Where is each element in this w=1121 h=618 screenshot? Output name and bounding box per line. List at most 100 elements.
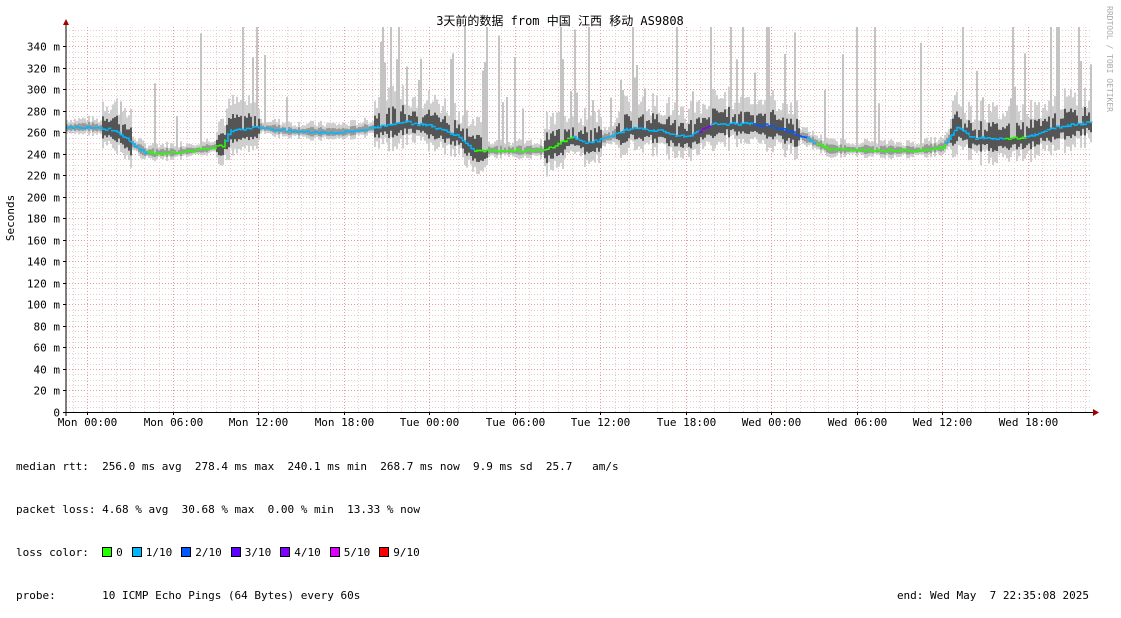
smoke-inner xyxy=(668,117,670,146)
x-tick-label: Wed 00:00 xyxy=(742,416,802,429)
y-tick-label: 80 m xyxy=(34,321,61,334)
rtt-spike xyxy=(754,73,756,125)
rtt-spike xyxy=(1012,27,1014,138)
smoke-inner xyxy=(326,128,328,135)
median-rtt-line xyxy=(357,130,360,131)
smoke-inner xyxy=(552,131,554,158)
smoke-inner xyxy=(650,123,652,135)
rtt-spike xyxy=(794,32,796,133)
median-rtt-line xyxy=(417,124,420,125)
rtt-spike xyxy=(396,59,398,123)
rtt-spike xyxy=(768,27,770,126)
loss-color-item: 9/10 xyxy=(379,546,420,559)
rtt-spike xyxy=(874,27,876,150)
smoke-inner xyxy=(386,114,388,134)
smoke-inner xyxy=(910,147,912,154)
smoke-inner xyxy=(954,115,956,144)
median-rtt-line xyxy=(198,150,201,151)
smoke-inner xyxy=(250,117,252,137)
median-rtt-line xyxy=(387,124,390,125)
smoke-inner xyxy=(104,121,106,136)
median-rtt-line xyxy=(636,128,639,129)
median-rtt-line xyxy=(210,148,213,149)
smoke-inner xyxy=(248,113,250,140)
smoke-inner xyxy=(772,110,774,139)
x-axis-arrow xyxy=(1093,409,1099,416)
rtt-spike xyxy=(506,97,508,151)
smoke-inner xyxy=(758,114,760,134)
smoke-inner xyxy=(652,113,654,143)
loss-color-swatch xyxy=(181,547,191,557)
rtt-spike xyxy=(976,71,978,138)
smoke-inner xyxy=(956,111,958,141)
median-rtt-line xyxy=(654,131,657,132)
smoke-inner xyxy=(814,139,816,145)
rtt-spike xyxy=(962,27,964,131)
median-rtt-line xyxy=(729,123,732,124)
smoke-inner xyxy=(236,115,238,142)
median-rtt-line xyxy=(891,150,894,151)
rtt-spike xyxy=(450,59,452,133)
rtt-spike xyxy=(1078,27,1080,124)
smoke-inner xyxy=(476,135,478,162)
rtt-spike xyxy=(588,27,590,143)
y-tick-label: 160 m xyxy=(27,235,60,248)
smoke-inner xyxy=(260,123,262,130)
smoke-inner xyxy=(80,124,82,131)
smoke-inner xyxy=(414,111,416,133)
median-rtt-line xyxy=(693,133,696,134)
smoke-inner xyxy=(988,123,990,151)
probe-value: 10 ICMP Echo Pings (64 Bytes) every 60s xyxy=(102,589,360,602)
smoke-inner xyxy=(798,128,800,140)
smoke-inner xyxy=(124,124,126,148)
median-rtt-line xyxy=(531,151,534,152)
rtt-spike xyxy=(380,42,382,127)
smoke-inner xyxy=(996,123,998,151)
rtt-spike xyxy=(856,27,858,150)
rtt-spike xyxy=(498,35,500,150)
median-rtt-line xyxy=(567,138,570,139)
smoke-inner xyxy=(1074,110,1076,136)
median-rtt-line xyxy=(414,123,417,124)
smoke-inner xyxy=(776,120,778,134)
y-tick-label: 60 m xyxy=(34,342,61,355)
loss-color-item: 3/10 xyxy=(231,546,272,559)
smoke-inner xyxy=(722,112,724,133)
smoke-inner xyxy=(778,119,780,135)
smoke-inner xyxy=(724,109,726,135)
smoke-inner xyxy=(1038,119,1040,145)
median-rtt-line xyxy=(360,129,363,130)
rtt-spike xyxy=(390,27,392,124)
rtt-spike xyxy=(824,90,826,148)
median-rtt-line xyxy=(216,145,219,146)
smoke-inner xyxy=(112,118,114,139)
median-rtt-line xyxy=(987,138,990,139)
loss-color-item: 5/10 xyxy=(330,546,371,559)
loss-color-text: 2/10 xyxy=(195,546,222,559)
median-rtt-line xyxy=(78,128,81,129)
smoke-inner xyxy=(930,144,932,154)
end-time: end: Wed May 7 22:35:08 2025 xyxy=(897,589,1089,603)
smoke-inner xyxy=(880,146,882,154)
median-rtt-line xyxy=(924,150,927,151)
rtt-spike xyxy=(1056,27,1058,127)
smoke-inner xyxy=(584,127,586,155)
median-rtt-line xyxy=(618,132,621,133)
median-rtt-line xyxy=(996,139,999,140)
x-tick-label: Tue 12:00 xyxy=(571,416,631,429)
smoke-inner xyxy=(646,121,648,136)
rtt-spike xyxy=(574,29,576,137)
smoke-inner xyxy=(114,117,116,140)
smoke-inner xyxy=(700,123,702,137)
rtt-spike xyxy=(982,97,984,138)
smoke-inner xyxy=(690,120,692,148)
median-rtt-line xyxy=(345,131,348,132)
x-tick-label: Mon 18:00 xyxy=(315,416,375,429)
loss-color-text: 4/10 xyxy=(294,546,321,559)
packet-loss-label: packet loss: xyxy=(16,503,95,516)
rtt-spike xyxy=(784,54,786,130)
loss-color-label: loss color: xyxy=(16,546,89,559)
smoke-inner xyxy=(310,127,312,136)
y-tick-label: 240 m xyxy=(27,149,60,162)
median-rtt-line xyxy=(720,124,723,125)
